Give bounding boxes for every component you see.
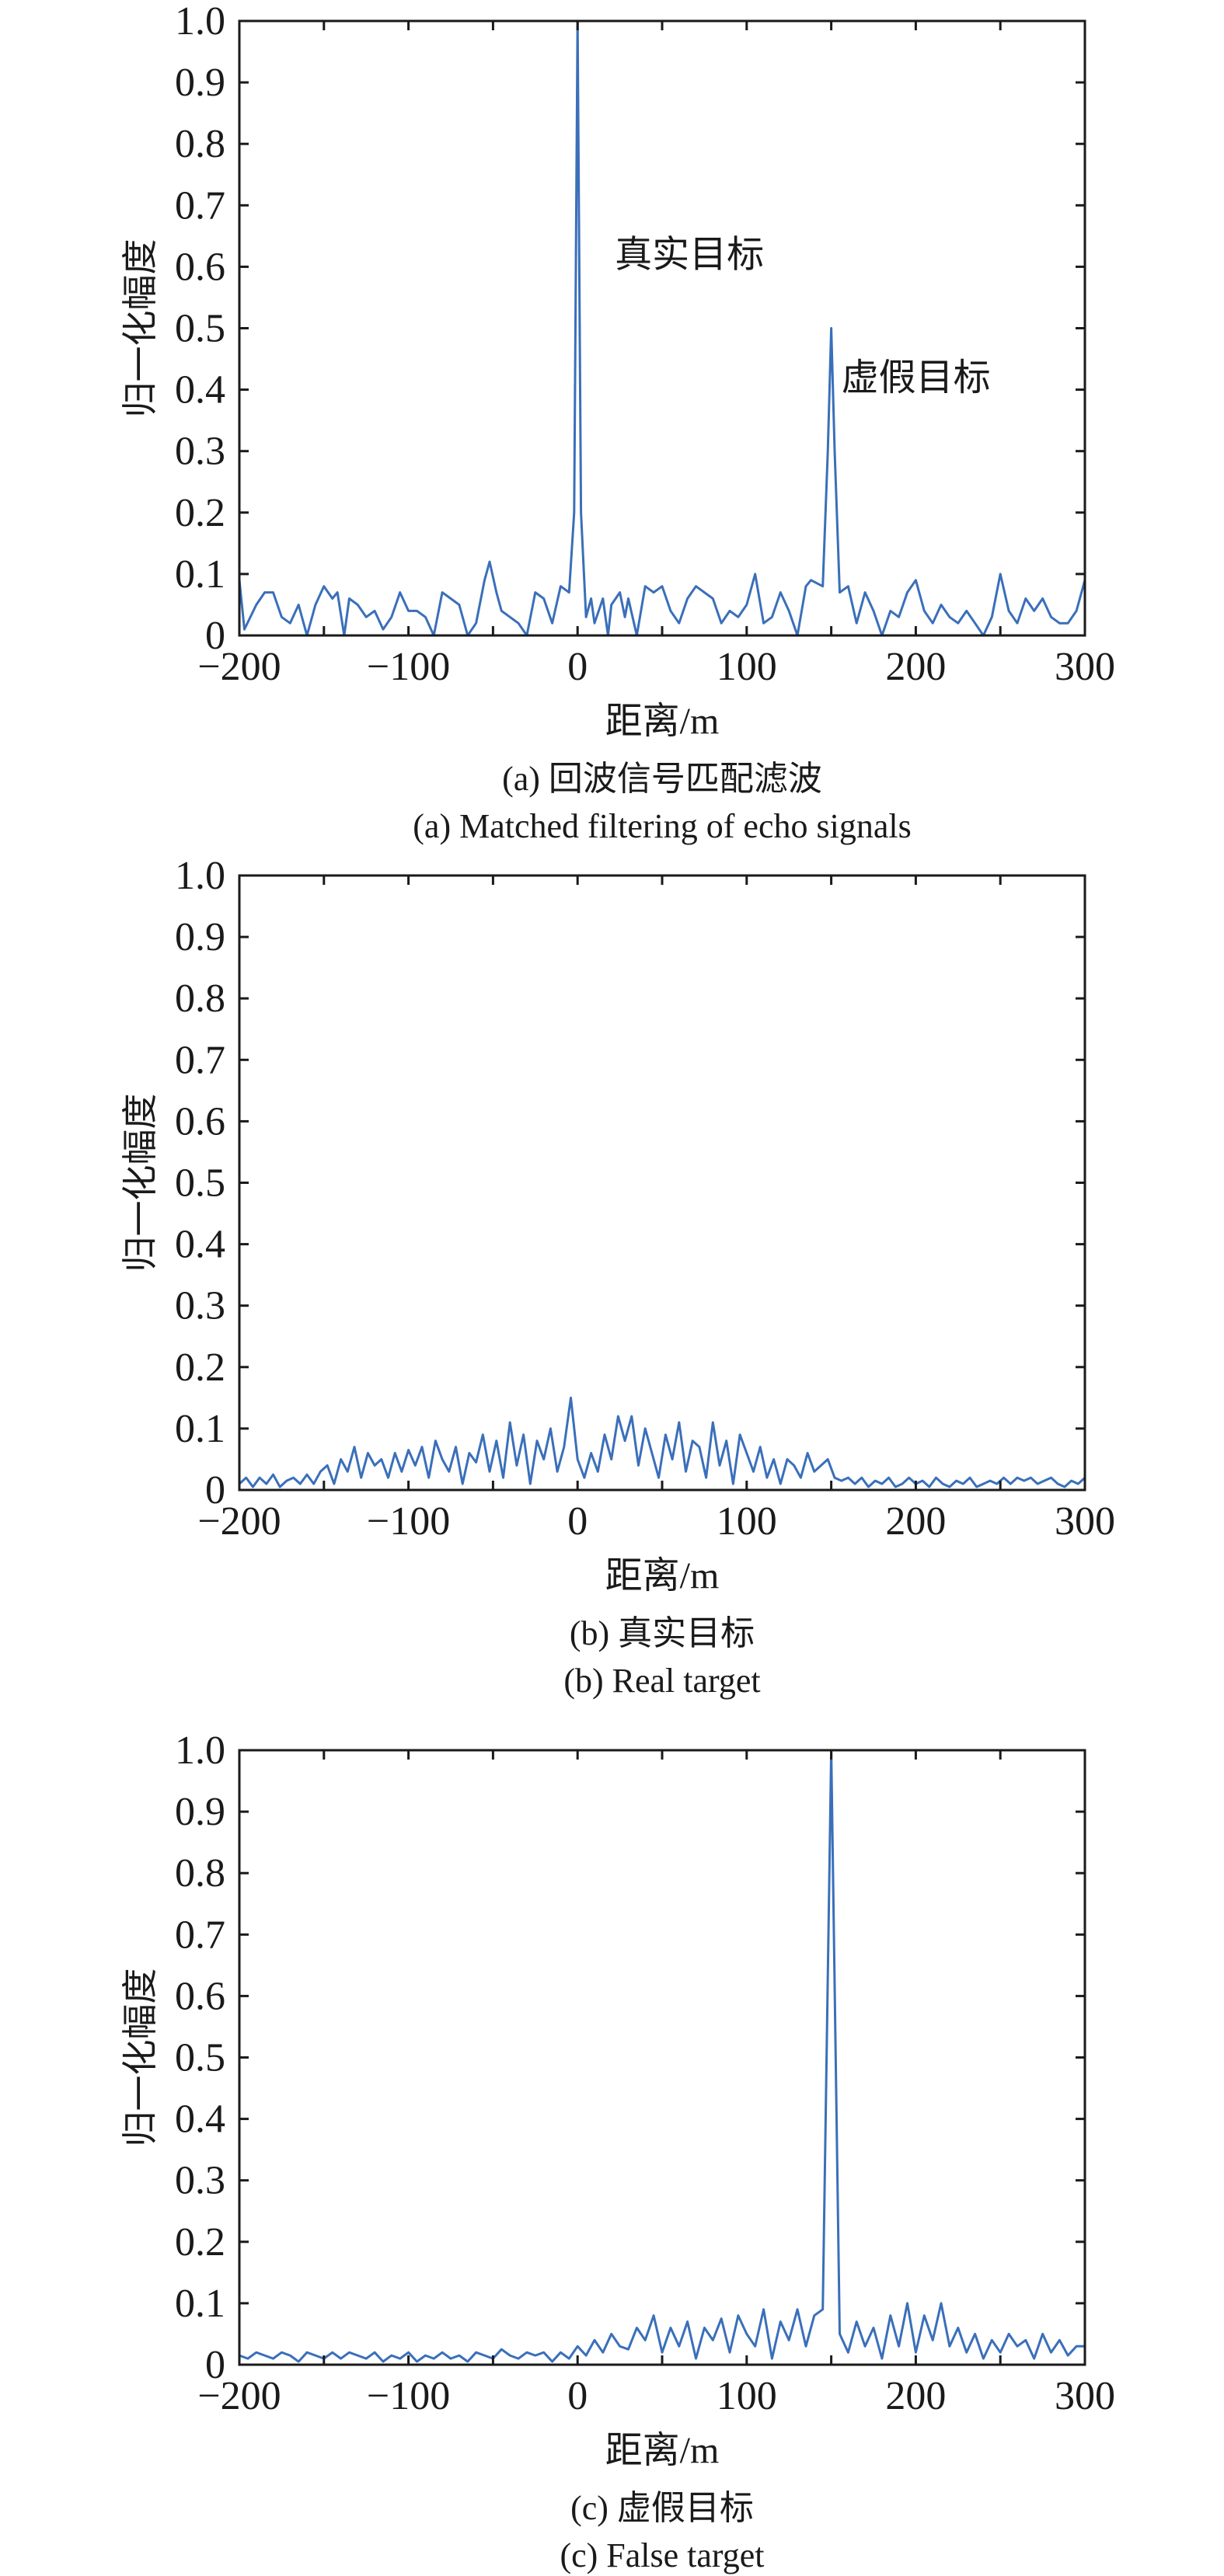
y-tick-label: 0.1 [175,552,225,597]
y-tick-label: 0.1 [175,1407,225,1451]
y-axis-label: 归一化幅度 [120,1094,160,1272]
axes-frame [238,874,1086,1492]
y-tick-label: 0.9 [175,61,225,105]
x-tick-label: 0 [567,1499,588,1544]
x-tick-label: 0 [567,2374,588,2418]
y-tick-label: 0.3 [175,430,225,474]
caption-english: (b) Real target [563,1662,760,1700]
x-tick-label: 100 [717,2374,777,2418]
y-tick-label: 0.6 [175,245,225,289]
caption-chinese: (c) 虚假目标 [570,2489,754,2527]
y-tick-label: 0 [205,2343,225,2387]
y-tick-label: 0.9 [175,915,225,959]
x-tick-label: −100 [367,1499,450,1544]
x-tick-label: 200 [885,2374,946,2418]
x-tick-label: −200 [197,645,281,689]
y-axis-label: 归一化幅度 [120,1969,160,2147]
x-tick-label: 0 [567,645,588,689]
x-tick-label: 100 [717,1499,777,1544]
y-tick-label: 0.7 [175,183,225,228]
x-axis-label: 距离/m [605,701,720,742]
y-tick-label: 0.5 [175,2036,225,2080]
axes-frame [238,19,1086,637]
y-tick-label: 0.4 [175,2097,225,2142]
y-tick-label: 0.7 [175,1913,225,1957]
x-tick-label: 300 [1055,2374,1115,2418]
y-tick-label: 0.7 [175,1038,225,1082]
y-tick-label: 0.3 [175,2159,225,2203]
x-tick-label: −200 [197,1499,281,1544]
y-tick-label: 0.2 [175,491,225,535]
chart-panel-c: −200 −100 0 100 200 300 0 0.1 0.2 0.3 0.4 0.5 0.6 0.7… [120,1728,1115,2574]
y-tick-label: 0.6 [175,1099,225,1144]
y-tick-label: 0.3 [175,1284,225,1328]
y-tick-label: 0.2 [175,1345,225,1390]
x-tick-label: 300 [1055,1499,1115,1544]
y-tick-label: 0.8 [175,1851,225,1895]
x-axis-label: 距离/m [605,2430,720,2471]
y-tick-label: 0.9 [175,1790,225,1834]
y-tick-label: 0.4 [175,1223,225,1267]
chart-panel-b: −200 −100 0 100 200 300 0 0.1 0.2 0.3 0.4 0.5 0.6 0.7… [120,854,1115,1700]
y-tick-label: 0.4 [175,368,225,413]
x-tick-label: 200 [885,1499,946,1544]
y-tick-label: 0.5 [175,307,225,351]
chart-panel-a: −200 −100 0 100 200 300 0 0.1 0.2 0.3 0.4 0.5 0.6 0.7… [120,0,1115,845]
caption-chinese: (a) 回波信号匹配滤波 [502,760,822,798]
peak-annotation: 真实目标 [615,235,764,276]
series-line [238,1396,1086,1488]
x-axis-label: 距离/m [605,1555,720,1596]
y-tick-label: 1.0 [175,1728,225,1773]
x-tick-label: −200 [197,2374,281,2418]
caption-english: (a) Matched filtering of echo signals [413,807,911,845]
y-tick-label: 0.2 [175,2220,225,2264]
y-tick-label: 0.8 [175,122,225,166]
y-tick-label: 0 [205,1468,225,1513]
y-tick-label: 1.0 [175,0,225,44]
series-line [239,1749,1085,2363]
y-tick-label: 0.1 [175,2282,225,2326]
y-tick-label: 1.0 [175,854,225,898]
x-tick-label: 200 [885,645,946,689]
y-axis-label: 归一化幅度 [120,239,160,418]
x-tick-label: 100 [717,645,777,689]
x-tick-label: −100 [367,645,450,689]
caption-english: (c) False target [560,2536,764,2574]
axes-frame [238,1749,1086,2366]
caption-chinese: (b) 真实目标 [570,1614,755,1652]
series-line [238,19,1086,637]
x-tick-label: −100 [367,2374,450,2418]
y-tick-label: 0.5 [175,1161,225,1206]
y-tick-label: 0 [205,614,225,658]
peak-annotation: 虚假目标 [842,357,991,399]
x-tick-label: 300 [1055,645,1115,689]
y-tick-label: 0.6 [175,1974,225,2018]
y-tick-label: 0.8 [175,976,225,1021]
